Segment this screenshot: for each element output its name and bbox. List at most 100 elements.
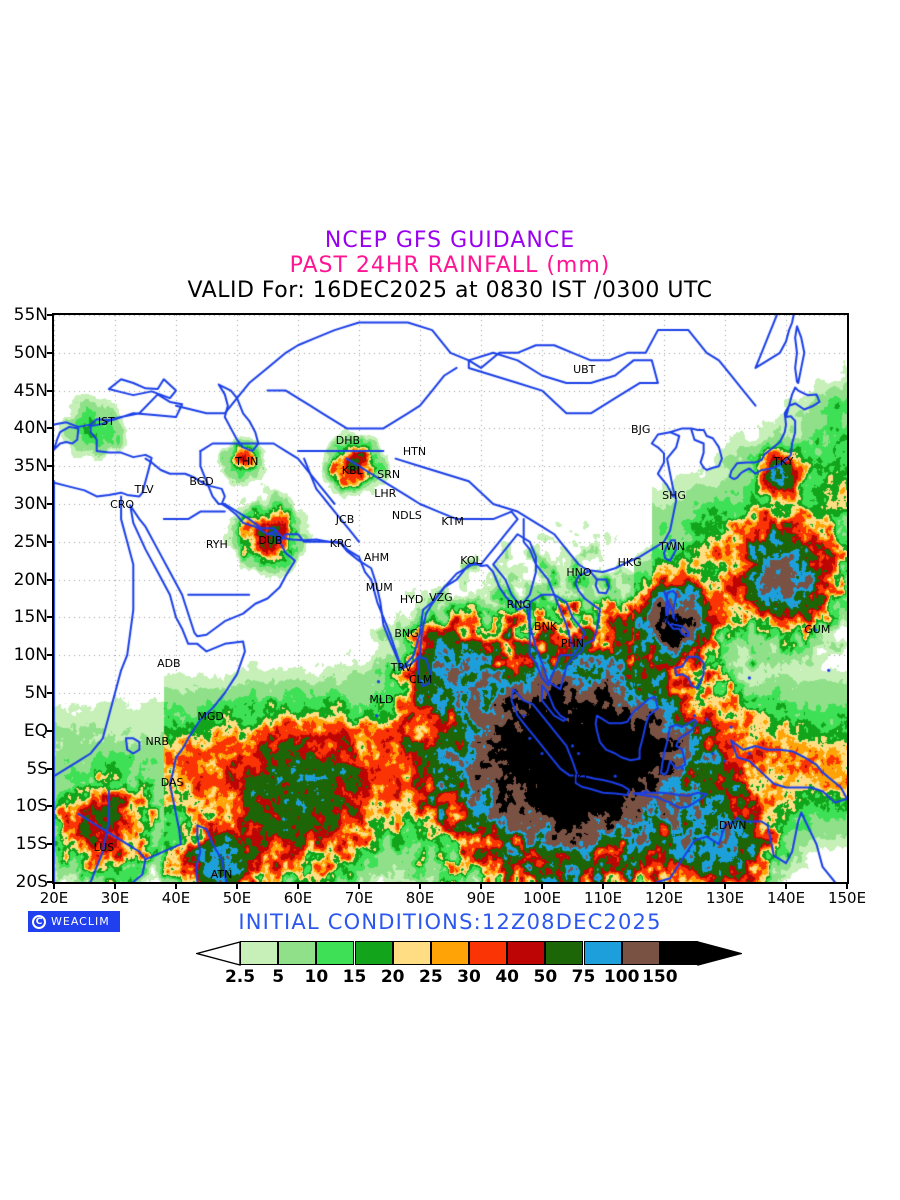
weaclim-label: WEACLIM	[51, 915, 110, 928]
colorbar-tick-label: 2.5	[224, 967, 256, 987]
title-line-field: PAST 24HR RAINFALL (mm)	[289, 253, 611, 278]
lon-tick-mark	[541, 882, 543, 889]
lat-tick-mark	[47, 503, 54, 505]
city-label-mld: MLD	[369, 693, 394, 707]
colorbar-cell	[507, 941, 546, 965]
lon-tick-mark	[53, 882, 55, 889]
city-label-jcb: JCB	[335, 513, 355, 527]
city-label-mgd: MGD	[197, 709, 224, 723]
lat-tick-mark	[47, 616, 54, 619]
lat-tick-mark	[47, 767, 54, 770]
colorbar-cell	[659, 941, 698, 965]
lat-tick-label: 5S	[26, 758, 48, 779]
colorbar-tick-label: 150	[642, 967, 678, 987]
lon-tick-mark	[358, 882, 360, 889]
lon-tick-mark	[419, 882, 421, 889]
colorbar-cell	[545, 941, 584, 965]
colorbar-cell	[392, 941, 431, 965]
city-label-clm: CLM	[409, 672, 433, 686]
lon-tick-label: 100E	[522, 889, 562, 907]
colorbar-tick-label: 100	[603, 967, 640, 987]
map-plot-area[interactable]	[52, 313, 849, 884]
city-label-das: DAS	[160, 776, 184, 790]
lat-tick-label: EQ	[23, 720, 48, 741]
lat-tick-mark	[47, 654, 54, 657]
city-label-ktm: KTM	[441, 515, 464, 529]
city-label-ndls: NDLS	[391, 508, 422, 522]
lat-tick-mark	[47, 805, 54, 808]
lat-tick-label: 55N	[13, 305, 48, 325]
city-label-nrb: NRB	[145, 734, 169, 748]
city-label-htn: HTN	[402, 445, 427, 459]
city-label-bgd: BGD	[189, 475, 214, 489]
colorbar-cell	[621, 941, 660, 965]
lon-tick-label: 90E	[466, 889, 496, 907]
colorbar-tick-label: 30	[457, 967, 481, 987]
lon-tick-mark	[175, 882, 177, 889]
city-label-ubt: UBT	[573, 362, 596, 376]
city-label-srn: SRN	[377, 467, 401, 481]
lat-tick-label: 30N	[13, 494, 48, 514]
colorbar-tick-label: 75	[571, 967, 596, 987]
lon-tick-label: 120E	[644, 889, 684, 907]
city-label-kol: KOL	[460, 553, 482, 567]
colorbar-cell	[354, 941, 393, 965]
lat-tick-mark	[47, 314, 54, 316]
city-label-bnk: BNK	[534, 620, 558, 634]
lat-tick-label: 35N	[13, 456, 48, 477]
lat-tick-label: 15S	[15, 834, 48, 855]
lat-tick-label: 20N	[13, 569, 48, 590]
city-label-gum: GUM	[804, 622, 831, 636]
colorbar-tick-label: 40	[495, 967, 519, 987]
city-label-vzg: VZG	[429, 590, 453, 604]
lon-tick-label: 50E	[222, 889, 252, 907]
colorbar-cell	[240, 941, 279, 965]
lon-tick-label: 110E	[583, 889, 623, 907]
lat-tick-label: 50N	[13, 342, 48, 363]
city-label-adb: ADB	[157, 656, 181, 670]
colorbar-tick-label: 15	[342, 967, 367, 987]
city-label-kbl: KBL	[341, 463, 363, 477]
colorbar-cell	[583, 941, 622, 965]
lat-tick-mark	[47, 881, 54, 883]
city-label-tlv: TLV	[134, 482, 154, 496]
colorbar-under-arrow-outline	[196, 941, 241, 966]
lon-tick-mark	[480, 882, 482, 889]
lon-tick-label: 40E	[161, 889, 191, 907]
colorbar-tick-label: 10	[304, 967, 329, 987]
colorbar-cell	[469, 941, 508, 965]
city-label-dwn: DWN	[718, 819, 747, 833]
lat-tick-mark	[47, 578, 54, 581]
copyright-circle-icon: C	[32, 914, 46, 929]
city-label-phn: PHN	[560, 637, 585, 651]
lon-tick-mark	[724, 882, 726, 889]
colorbar-tick-label: 25	[418, 967, 443, 987]
lon-tick-label: 20E	[39, 889, 69, 907]
initial-conditions-text: INITIAL CONDITIONS:12Z08DEC2025	[238, 910, 662, 934]
lon-tick-label: 30E	[100, 889, 130, 907]
city-label-rng: RNG	[506, 597, 531, 611]
lon-tick-mark	[602, 882, 604, 889]
colorbar-cell	[430, 941, 469, 965]
lat-tick-label: 20S	[15, 872, 48, 892]
title-line-model: NCEP GFS GUIDANCE	[324, 228, 576, 253]
city-label-trv: TRV	[390, 660, 412, 674]
lon-tick-mark	[236, 882, 238, 889]
city-label-hkg: HKG	[617, 556, 642, 570]
lon-tick-label: 80E	[405, 889, 435, 907]
city-label-bng: BNG	[394, 626, 419, 640]
weaclim-logo-badge[interactable]: C WEACLIM	[28, 911, 120, 932]
lon-tick-label: 60E	[283, 889, 313, 907]
lat-tick-mark	[47, 427, 54, 430]
city-label-hyd: HYD	[399, 593, 424, 607]
city-label-tky: TKY	[773, 454, 794, 468]
rainfall-colorbar[interactable]: 2.5 5 10 15 20 25 30 40 50 75 100 150	[196, 941, 742, 987]
lat-tick-mark	[47, 351, 54, 354]
lat-tick-label: 45N	[13, 380, 48, 401]
city-label-krc: KRC	[329, 536, 352, 550]
colorbar-tick-label: 5	[272, 967, 285, 987]
colorbar-cell	[316, 941, 355, 965]
lon-tick-mark	[114, 882, 116, 889]
lat-tick-label: 15N	[13, 607, 48, 628]
title-line-valid-time: VALID For: 16DEC2025 at 0830 IST /0300 U…	[187, 278, 713, 303]
